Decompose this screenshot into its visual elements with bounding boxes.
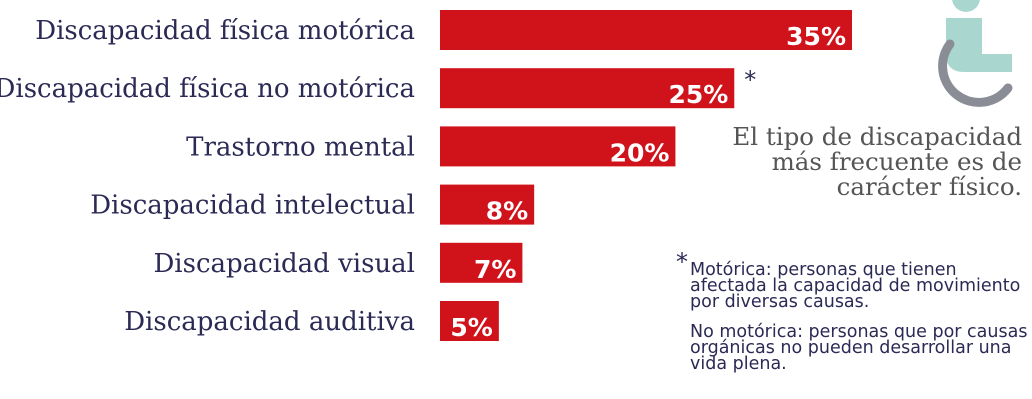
wheelchair-icon	[920, 0, 1030, 110]
footnote-asterisk: *	[676, 248, 688, 276]
bar	[440, 301, 499, 341]
category-label: Trastorno mental	[186, 132, 415, 162]
category-label: Discapacidad intelectual	[90, 191, 415, 221]
bar	[440, 184, 535, 225]
bar	[440, 68, 735, 109]
asterisk-mark: *	[744, 66, 756, 94]
value-label: 5%	[450, 313, 492, 342]
category-label: Discapacidad visual	[153, 249, 415, 279]
footnote-motorica: Motórica: personas que tienen afectada l…	[690, 260, 1021, 312]
category-label: Discapacidad física motórica	[35, 16, 415, 46]
category-label: Discapacidad física no motórica	[0, 74, 415, 104]
value-label: 7%	[474, 255, 516, 284]
footnote-no-motorica: No motórica: personas que por causas org…	[690, 322, 1028, 374]
bar	[440, 126, 676, 167]
bar	[440, 10, 852, 50]
value-label: 25%	[668, 80, 728, 109]
summary-text: El tipo de discapacidad más frecuente es…	[732, 122, 1022, 201]
footnote: * Motórica: personas que tienen afectada…	[676, 250, 1030, 386]
value-label: 8%	[486, 197, 528, 226]
value-label: 35%	[786, 22, 846, 51]
bar	[440, 242, 523, 283]
value-label: 20%	[610, 138, 670, 167]
category-label: Discapacidad auditiva	[124, 307, 415, 337]
